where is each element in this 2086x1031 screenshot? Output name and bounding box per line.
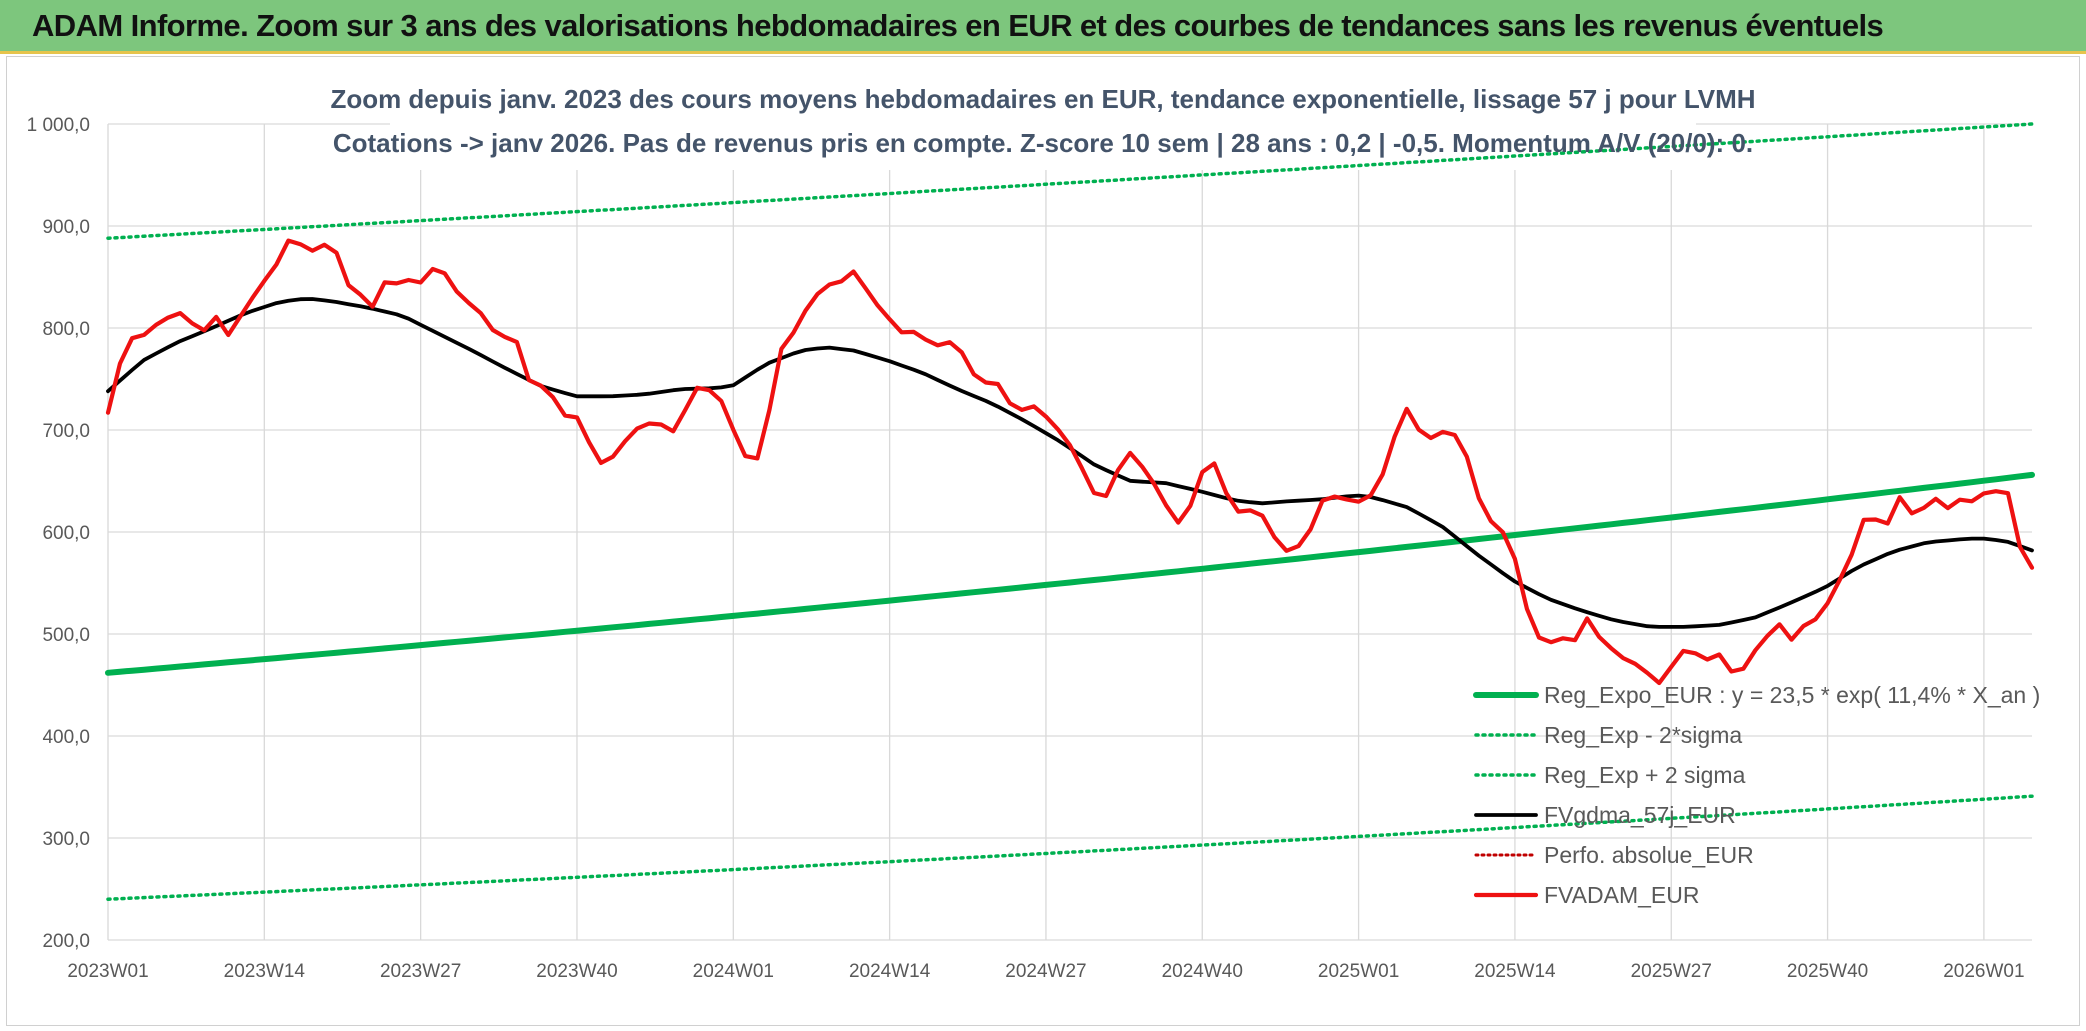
legend-label: FVgdma_57j_EUR bbox=[1544, 802, 1736, 828]
x-tick-label: 2026W01 bbox=[1943, 961, 2024, 982]
series-fvgdma-57j bbox=[106, 297, 2034, 629]
x-tick-label: 2024W01 bbox=[693, 961, 774, 982]
y-tick-label: 1 000,0 bbox=[27, 115, 90, 136]
chart-title: Zoom depuis janv. 2023 des cours moyens … bbox=[330, 84, 1756, 114]
y-tick-label: 600,0 bbox=[42, 523, 90, 544]
legend-label: Reg_Exp - 2*sigma bbox=[1544, 722, 1742, 748]
series-reg-exp-plus-2sigma bbox=[106, 122, 2034, 240]
y-tick-label: 300,0 bbox=[42, 829, 90, 850]
banner-title: ADAM Informe. Zoom sur 3 ans des valoris… bbox=[32, 8, 1884, 43]
y-tick-label: 200,0 bbox=[42, 931, 90, 952]
y-tick-label: 400,0 bbox=[42, 727, 90, 748]
y-tick-label: 800,0 bbox=[42, 319, 90, 340]
series-reg-exp-minus-2sigma bbox=[106, 794, 2034, 901]
x-tick-label: 2023W27 bbox=[380, 961, 461, 982]
x-tick-label: 2025W40 bbox=[1787, 961, 1868, 982]
chart-frame bbox=[6, 56, 2080, 1026]
banner: ADAM Informe. Zoom sur 3 ans des valoris… bbox=[0, 0, 2086, 54]
x-tick-label: 2023W01 bbox=[67, 961, 148, 982]
x-tick-label: 2024W27 bbox=[1005, 961, 1086, 982]
y-tick-label: 900,0 bbox=[42, 217, 90, 238]
y-tick-label: 700,0 bbox=[42, 421, 90, 442]
x-tick-label: 2023W14 bbox=[224, 961, 306, 982]
x-tick-label: 2023W40 bbox=[536, 961, 617, 982]
title-backdrop bbox=[390, 76, 1696, 170]
x-tick-label: 2025W27 bbox=[1631, 961, 1712, 982]
x-tick-label: 2025W01 bbox=[1318, 961, 1399, 982]
y-tick-label: 500,0 bbox=[42, 625, 90, 646]
x-tick-label: 2024W40 bbox=[1162, 961, 1243, 982]
chart-subtitle: Cotations -> janv 2026. Pas de revenus p… bbox=[332, 128, 1754, 158]
x-tick-label: 2024W14 bbox=[849, 961, 931, 982]
legend-label: Reg_Exp + 2 sigma bbox=[1544, 762, 1746, 788]
legend-label: Reg_Expo_EUR : y = 23,5 * exp( 11,4% * X… bbox=[1544, 682, 2040, 708]
legend-label: FVADAM_EUR bbox=[1544, 882, 1700, 908]
legend-label: Perfo. absolue_EUR bbox=[1544, 842, 1754, 868]
series-fvadam bbox=[105, 238, 2035, 686]
series-reg-expo bbox=[105, 471, 2035, 676]
x-tick-label: 2025W14 bbox=[1474, 961, 1556, 982]
